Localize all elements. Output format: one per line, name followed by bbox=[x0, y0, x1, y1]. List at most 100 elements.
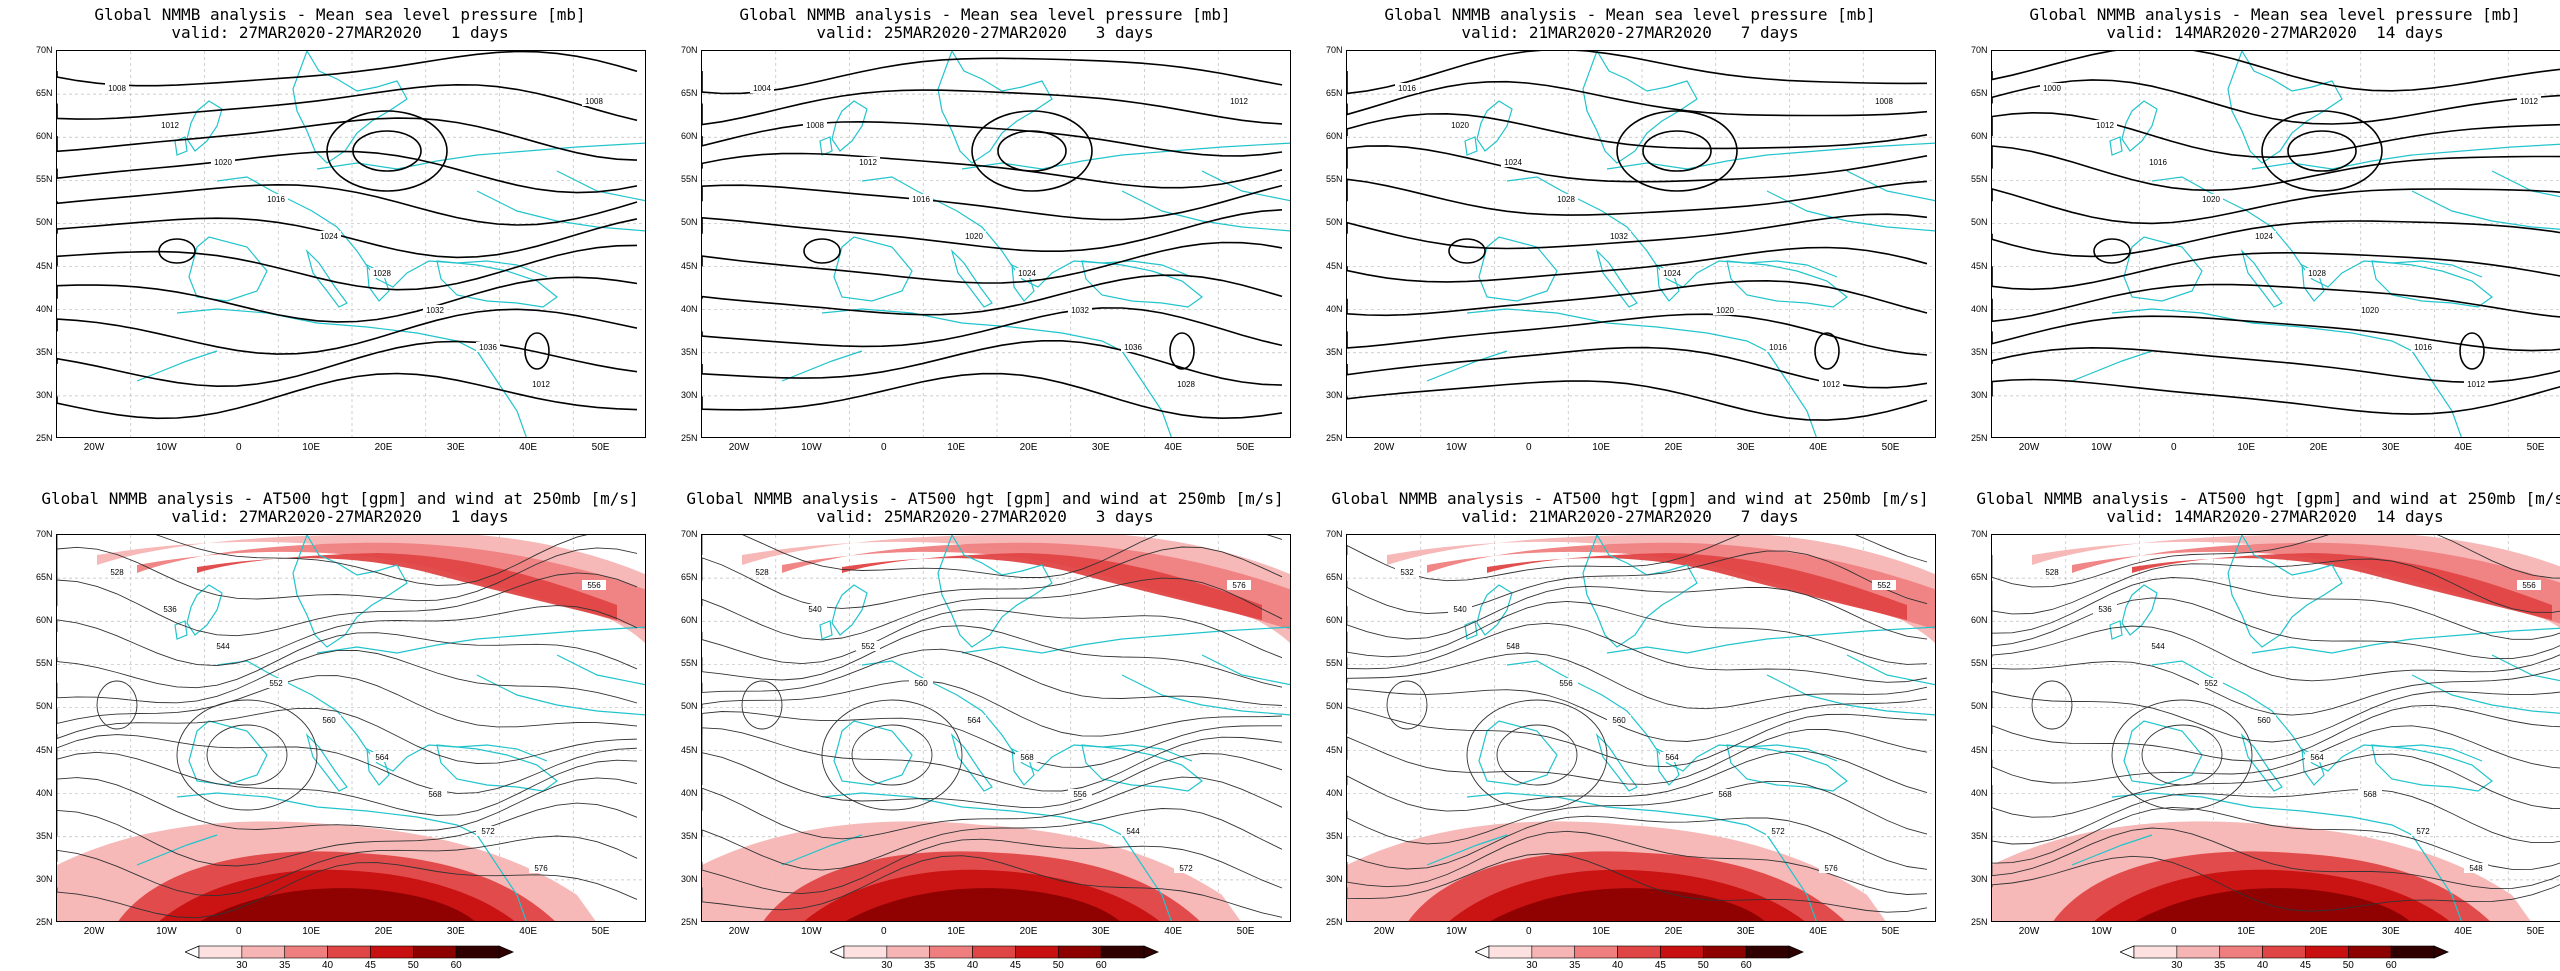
map-svg: 528 536 544 552 560 564 568 572 548 556 bbox=[1992, 535, 2560, 921]
coastline bbox=[1606, 142, 1935, 170]
colorbar-tick-label: 45 bbox=[1654, 960, 1666, 971]
colorbar-tick-label: 50 bbox=[407, 960, 419, 971]
y-tick-label: 45N bbox=[36, 744, 53, 755]
contour-label-bg bbox=[1660, 752, 1684, 762]
x-tick-label: 20W bbox=[1373, 442, 1395, 453]
contour-label-bg bbox=[2517, 580, 2541, 590]
isoline bbox=[1347, 600, 1928, 665]
x-tick-label: 30E bbox=[2381, 442, 2400, 453]
isoline-closed bbox=[1496, 724, 1578, 786]
contour-label: 1024 bbox=[320, 232, 338, 241]
x-tick-label: 40E bbox=[1809, 442, 1828, 453]
panel-valid-range: valid: 27MAR2020-27MAR2020 1 days bbox=[171, 23, 509, 42]
contour-label: 1020 bbox=[1451, 121, 1469, 130]
colorbar-segment bbox=[886, 945, 931, 959]
isoline bbox=[57, 535, 588, 586]
contour-label: 1000 bbox=[2043, 84, 2061, 93]
y-tick-label: 35N bbox=[681, 830, 698, 841]
isoline bbox=[1992, 625, 2560, 682]
coastline bbox=[292, 51, 408, 164]
isoline bbox=[702, 752, 1283, 808]
coastline bbox=[1426, 350, 1508, 382]
isoline-closed bbox=[1169, 332, 1195, 370]
contour-label: 1020 bbox=[965, 232, 983, 241]
coastline bbox=[1595, 248, 1638, 308]
coastline bbox=[1201, 170, 1290, 202]
colorbar-segment bbox=[1100, 945, 1145, 959]
contour-label: 536 bbox=[163, 605, 177, 614]
coastline bbox=[188, 236, 268, 302]
coastline bbox=[2491, 654, 2560, 682]
isoline bbox=[702, 535, 1283, 578]
coastline bbox=[2411, 190, 2560, 230]
colorbar-segment bbox=[241, 945, 286, 959]
contour-label-bg bbox=[2517, 96, 2541, 106]
y-tick-label: 30N bbox=[1326, 873, 1343, 884]
coastline bbox=[2371, 744, 2493, 792]
y-tick-label: 65N bbox=[36, 572, 53, 583]
contour-label-bg bbox=[2358, 789, 2382, 799]
x-tick-label: 20W bbox=[2018, 926, 2040, 937]
x-tick-label: 20E bbox=[374, 926, 393, 937]
isoline bbox=[1992, 577, 2560, 640]
contour-label-bg bbox=[105, 567, 129, 577]
isoline bbox=[57, 51, 638, 87]
isoline bbox=[1347, 780, 1928, 845]
y-tick-label: 50N bbox=[36, 217, 53, 228]
isoline bbox=[702, 648, 1283, 706]
y-tick-label: 50N bbox=[681, 217, 698, 228]
contour-label: 568 bbox=[1020, 753, 1034, 762]
contour-label-bg bbox=[1819, 379, 1843, 389]
coastline bbox=[961, 626, 1290, 654]
contour-label: 1028 bbox=[373, 269, 391, 278]
coastline bbox=[819, 620, 833, 640]
contour-label: 560 bbox=[322, 716, 336, 725]
colorbar-tick-label: 60 bbox=[1095, 960, 1107, 971]
isoline-closed bbox=[2459, 332, 2485, 370]
contour-label-bg bbox=[2093, 604, 2117, 614]
coastline bbox=[833, 236, 913, 302]
x-tick-label: 30E bbox=[446, 442, 465, 453]
contour-label-bg bbox=[1660, 268, 1684, 278]
coastline bbox=[136, 834, 218, 866]
coastline bbox=[436, 260, 558, 308]
contour-label-bg bbox=[1713, 305, 1737, 315]
colorbar-segment bbox=[455, 945, 500, 959]
contour-label-bg bbox=[1872, 580, 1896, 590]
isoline-closed bbox=[2287, 130, 2357, 172]
isoline bbox=[1347, 80, 1928, 117]
contour-label: 560 bbox=[914, 679, 928, 688]
isoline-closed bbox=[1814, 332, 1840, 370]
x-tick-label: 50E bbox=[1236, 442, 1255, 453]
isoline bbox=[1992, 597, 2560, 660]
isoline-closed bbox=[206, 724, 288, 786]
x-tick-label: 20W bbox=[1373, 926, 1395, 937]
panel-title: Global NMMB analysis - Mean sea level pr… bbox=[2029, 5, 2521, 24]
isoline bbox=[1992, 704, 2560, 762]
y-tick-label: 55N bbox=[36, 658, 53, 669]
contour-label-bg bbox=[2464, 379, 2488, 389]
contour-label: 548 bbox=[2469, 864, 2483, 873]
colorbar-segment bbox=[1745, 945, 1790, 959]
y-tick-label: 30N bbox=[36, 389, 53, 400]
contour-label-bg bbox=[1395, 83, 1419, 93]
isoline bbox=[702, 120, 1283, 157]
isoline-closed bbox=[1616, 110, 1738, 192]
isoline bbox=[57, 707, 638, 764]
coastline bbox=[305, 732, 348, 792]
contour-label-bg bbox=[1766, 826, 1790, 836]
coastline bbox=[2123, 236, 2203, 302]
isoline bbox=[702, 838, 1283, 895]
contour-label-bg bbox=[582, 580, 606, 590]
panel-mslp-14d: Global NMMB analysis - Mean sea level pr… bbox=[1965, 0, 2560, 476]
contour-label: 1028 bbox=[1177, 380, 1195, 389]
coastline bbox=[476, 674, 645, 716]
contour-label-bg bbox=[1713, 789, 1737, 799]
contour-label: 544 bbox=[216, 642, 230, 651]
isoline bbox=[57, 675, 638, 728]
colorbar-min-arrow bbox=[2118, 945, 2135, 959]
coastline bbox=[186, 584, 223, 636]
x-tick-label: 10E bbox=[947, 926, 965, 937]
colorbar-tick-label: 50 bbox=[2342, 960, 2354, 971]
contour-label-bg bbox=[1554, 194, 1578, 204]
